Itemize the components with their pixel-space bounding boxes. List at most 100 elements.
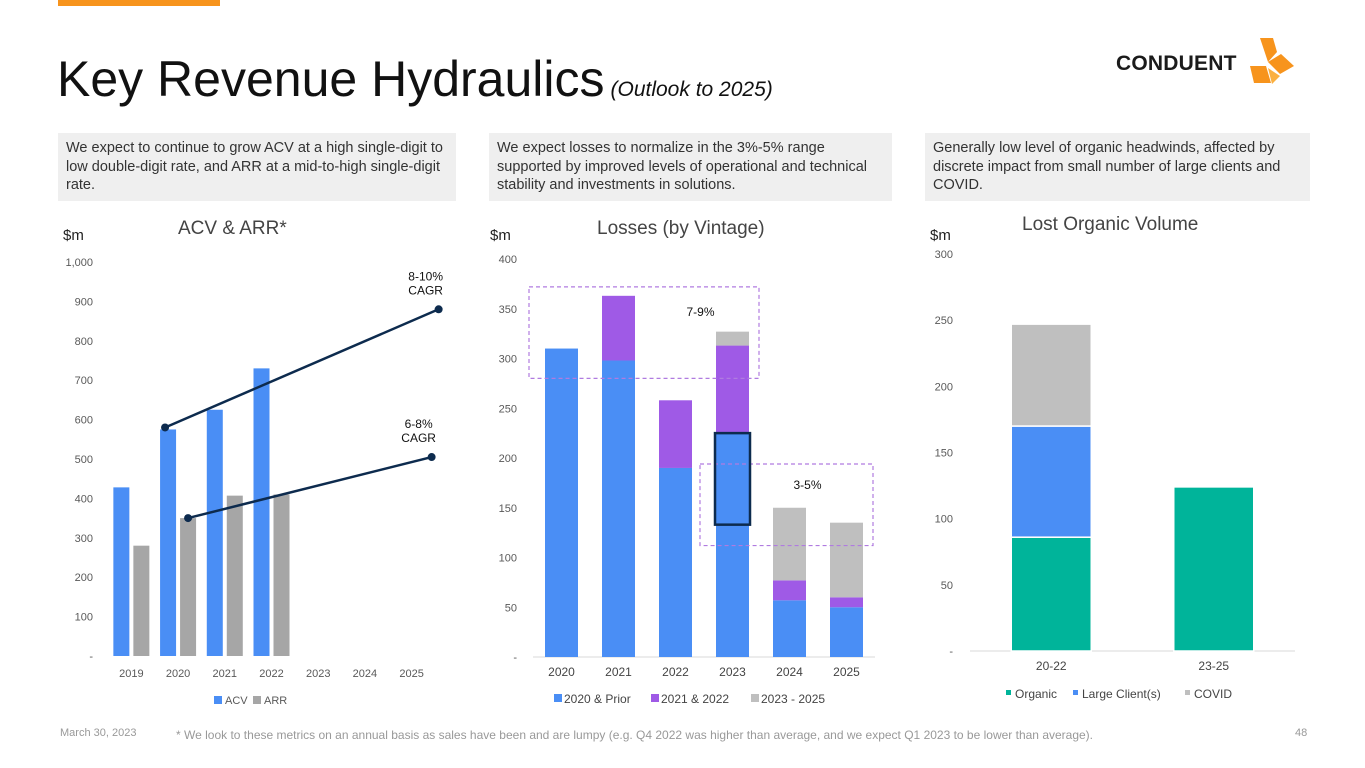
chart1-legend-label: ARR xyxy=(264,695,287,707)
chart2-x-tick: 2022 xyxy=(662,665,689,679)
chart1-trend-label: 6-8% xyxy=(405,417,433,431)
chart2-bar-segment xyxy=(545,348,578,657)
chart3-legend-swatch xyxy=(1185,690,1190,695)
chart2-annotation-box xyxy=(528,286,760,379)
chart2-legend-label: 2021 & 2022 xyxy=(661,692,729,706)
chart2-bar-segment xyxy=(659,400,692,468)
chart1-trend-point xyxy=(161,423,170,432)
footnote: * We look to these metrics on an annual … xyxy=(176,728,1094,742)
chart3-unit: $m xyxy=(930,227,951,244)
chart2-legend-swatch xyxy=(554,694,562,702)
chart3-title: Lost Organic Volume xyxy=(1022,214,1199,235)
chart2-bar-segment xyxy=(602,360,635,657)
chart1-bar-arr xyxy=(180,518,197,656)
chart3-y-tick: 300 xyxy=(935,249,953,261)
chart3-legend-label: Organic xyxy=(1015,687,1057,701)
chart3-y-tick: 150 xyxy=(935,448,953,460)
chart1-trend-point xyxy=(427,453,436,462)
chart1-bar-acv xyxy=(113,487,130,656)
chart1-y-tick: 900 xyxy=(75,296,93,308)
chart3-y-tick: 50 xyxy=(941,580,953,592)
chart2-y-tick: - xyxy=(513,652,517,664)
chart-lost-organic: - 50 100 150 200 250 300 20-22 23-25 Organic Large… xyxy=(935,249,1295,701)
chart1-trend-label: 8-10% xyxy=(408,269,443,283)
chart2-bar-segment xyxy=(716,345,749,434)
chart1-y-tick: 500 xyxy=(75,454,93,466)
chart2-y-tick: 100 xyxy=(499,553,517,565)
chart1-x-tick: 2025 xyxy=(399,668,423,680)
chart1-trend-point xyxy=(184,514,193,523)
chart1-x-tick: 2021 xyxy=(213,668,237,680)
chart2-x-tick: 2024 xyxy=(776,665,803,679)
chart1-y-tick: - xyxy=(89,651,93,663)
chart1-unit: $m xyxy=(63,227,84,244)
chart2-unit: $m xyxy=(490,227,511,244)
chart1-y-tick: 800 xyxy=(75,336,93,348)
chart3-y-tick: 250 xyxy=(935,315,953,327)
chart3-legend-swatch xyxy=(1006,690,1011,695)
chart2-legend-swatch xyxy=(751,694,759,702)
chart3-bar-segment xyxy=(1010,536,1092,652)
conduent-logo: CONDUENT xyxy=(1116,38,1298,90)
callout-losses: We expect losses to normalize in the 3%-… xyxy=(489,133,892,201)
chart1-x-tick: 2019 xyxy=(119,668,143,680)
chart-acv-arr: - 100 200 300 400 500 600 700 800 900 1,000 2019 202… xyxy=(65,257,443,707)
chart2-y-tick: 400 xyxy=(499,254,517,266)
chart1-bar-arr xyxy=(133,545,150,656)
chart2-bar-segment xyxy=(830,522,863,598)
chart2-annotation-label: 7-9% xyxy=(686,305,714,319)
callout-organic: Generally low level of organic headwinds… xyxy=(925,133,1310,201)
chart2-bar-segment xyxy=(830,597,863,608)
chart3-bar-segment xyxy=(1010,425,1092,538)
chart3-y-tick: - xyxy=(949,646,953,658)
chart2-bar-segment xyxy=(773,580,806,601)
chart3-x-tick: 20-22 xyxy=(1036,659,1067,673)
page-number: 48 xyxy=(1295,727,1308,739)
chart1-bar-acv xyxy=(253,368,270,656)
title-subtitle: (Outlook to 2025) xyxy=(610,78,773,101)
chart3-y-tick: 100 xyxy=(935,514,953,526)
chart2-bar-segment xyxy=(602,295,635,361)
chart1-bar-acv xyxy=(206,409,223,656)
chart2-y-tick: 50 xyxy=(505,602,517,614)
chart1-bar-arr xyxy=(273,494,290,656)
chart1-trend-point xyxy=(434,305,443,314)
chart2-y-tick: 350 xyxy=(499,304,517,316)
callout-acv: We expect to continue to grow ACV at a h… xyxy=(58,133,456,201)
chart1-legend-swatch xyxy=(253,696,261,704)
chart1-trend-line xyxy=(187,455,432,520)
chart3-y-tick: 200 xyxy=(935,381,953,393)
title-main: Key Revenue Hydraulics xyxy=(57,51,605,107)
chart3-legend-label: COVID xyxy=(1194,687,1232,701)
chart3-legend-label: Large Client(s) xyxy=(1082,687,1161,701)
chart2-legend-swatch xyxy=(651,694,659,702)
chart1-bar-acv xyxy=(160,429,177,656)
chart1-trend-line xyxy=(164,308,440,429)
top-accent-bar xyxy=(58,0,220,6)
chart2-bar-segment xyxy=(716,331,749,346)
chart2-x-tick: 2020 xyxy=(548,665,575,679)
chart2-bar-segment xyxy=(773,507,806,581)
chart1-bar-arr xyxy=(226,495,243,656)
chart1-legend-swatch xyxy=(214,696,222,704)
chart1-y-tick: 1,000 xyxy=(65,257,93,269)
footer-date: March 30, 2023 xyxy=(60,727,137,739)
chart1-x-tick: 2024 xyxy=(353,668,377,680)
chart2-y-tick: 300 xyxy=(499,354,517,366)
chart1-y-tick: 100 xyxy=(75,612,93,624)
chart2-y-tick: 250 xyxy=(499,403,517,415)
chart1-title: ACV & ARR* xyxy=(178,218,287,239)
chart2-legend-label: 2023 - 2025 xyxy=(761,692,825,706)
page-title: Key Revenue Hydraulics (Outlook to 2025) xyxy=(57,50,773,108)
chart-losses: - 50 100 150 200 250 300 350 400 2020 2021 2022 2023… xyxy=(499,254,875,706)
chart1-y-tick: 300 xyxy=(75,533,93,545)
chart1-y-tick: 200 xyxy=(75,572,93,584)
chart2-x-tick: 2025 xyxy=(833,665,860,679)
chart2-highlight-box xyxy=(713,431,752,526)
logo-text: CONDUENT xyxy=(1116,52,1237,75)
chart3-bar-segment xyxy=(1173,486,1255,652)
chart1-x-tick: 2022 xyxy=(259,668,283,680)
chart1-legend-label: ACV xyxy=(225,695,248,707)
chart1-trend-label: CAGR xyxy=(408,283,443,297)
chart3-legend-swatch xyxy=(1073,690,1078,695)
